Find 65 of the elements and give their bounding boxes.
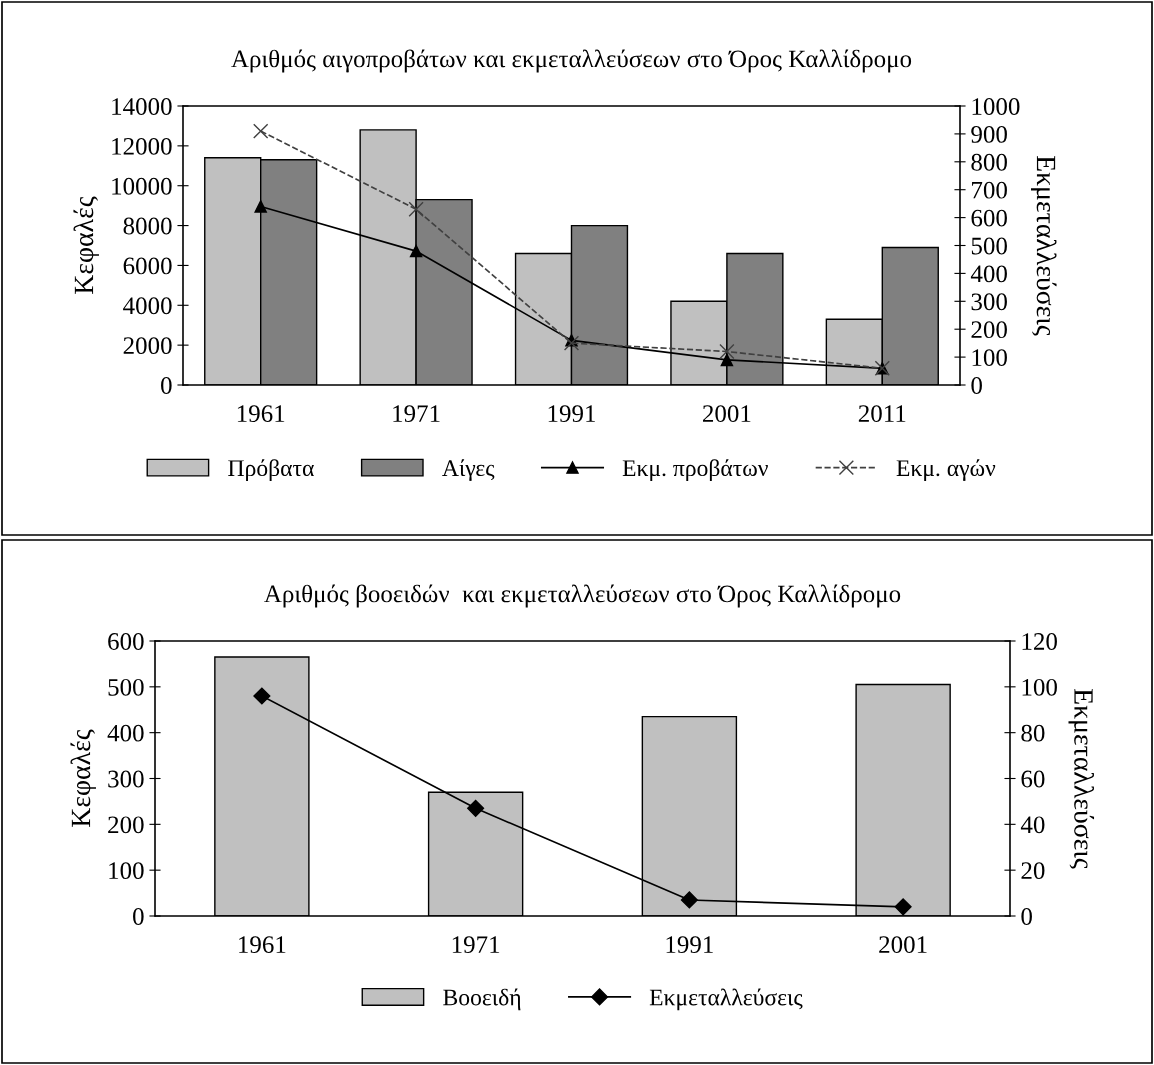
y-tick-label: 500: [108, 678, 144, 696]
y-tick-label: 6000: [123, 257, 172, 275]
y2-tick-label: 80: [1021, 724, 1045, 742]
point: [720, 353, 734, 367]
x-tick-label: 1971: [452, 936, 500, 954]
y2-tick-label: 500: [971, 237, 1007, 255]
chart-title: Αριθμός αιγοπροβάτων και εκμεταλλεύσεων στο Όρος Καλλίδρομο: [231, 49, 912, 73]
legend-label: Πρόβατα: [228, 459, 314, 481]
point: [253, 123, 269, 139]
chart-title: Αριθμός βοοειδών και εκμεταλλεύσεων στο Όρος Καλλίδρομο: [264, 584, 901, 608]
legend-label: Εκμ. αγών: [896, 459, 996, 481]
x-tick-label: 2011: [858, 405, 906, 423]
y-tick-label: 400: [107, 724, 144, 742]
point: [408, 201, 424, 217]
y-tick-label: 10000: [112, 177, 172, 195]
x-tick-label: 2001: [879, 936, 927, 954]
x-tick-label: 1961: [239, 936, 286, 954]
y2-tick-label: 700: [972, 181, 1007, 199]
y2-tick-label: 40: [1020, 816, 1045, 834]
y2-tick-label: 400: [970, 265, 1007, 283]
y2-tick-label: 100: [1022, 678, 1057, 696]
point: [719, 343, 735, 360]
y-tick-label: 0: [133, 908, 144, 925]
y-tick-label: 100: [109, 862, 144, 880]
y-tick-label: 14000: [112, 98, 172, 115]
y-axis-title: Κεφαλές: [73, 196, 99, 294]
point: [254, 200, 267, 213]
y-tick-label: 8000: [123, 217, 172, 235]
y2-axis-title: Εκμεταλλεύσεις: [1068, 688, 1095, 869]
x-tick-label: 1961: [237, 405, 285, 423]
y-tick-label: 200: [108, 816, 144, 834]
y2-tick-label: 20: [1021, 862, 1045, 880]
y-tick-label: 0: [161, 377, 172, 394]
point: [894, 898, 912, 916]
y-tick-label: 300: [108, 770, 144, 788]
legend-label: Βοοειδή: [443, 988, 521, 1011]
y2-tick-label: 300: [971, 293, 1007, 311]
y-tick-label: 4000: [123, 297, 172, 315]
y2-tick-label: 600: [971, 209, 1007, 227]
y2-tick-label: 60: [1021, 770, 1045, 788]
y2-tick-label: 800: [971, 153, 1007, 171]
y2-tick-label: 100: [972, 349, 1007, 367]
x-tick-label: 1971: [393, 405, 440, 423]
point: [253, 687, 271, 705]
y2-axis-title: Εκμεταλλεύσεις: [1031, 155, 1057, 336]
y2-tick-label: 1000: [972, 98, 1020, 115]
y2-tick-label: 200: [971, 321, 1007, 339]
legend-label: Εκμεταλλεύσεις: [649, 988, 803, 1011]
legend-label: Εκμ. προβάτων: [622, 459, 768, 481]
point: [563, 335, 580, 351]
y2-tick-label: 0: [1021, 908, 1032, 925]
y2-tick-label: 0: [971, 377, 982, 394]
y-axis-title: Κεφαλές: [70, 729, 96, 827]
y2-tick-label: 900: [971, 125, 1007, 143]
x-tick-label: 2001: [703, 405, 751, 423]
y-tick-label: 12000: [112, 137, 172, 155]
point: [409, 244, 423, 258]
y-tick-label: 600: [108, 633, 144, 650]
legend-label: Αίγες: [442, 459, 495, 481]
x-tick-label: 1991: [666, 936, 713, 954]
point: [680, 891, 698, 909]
point: [467, 799, 485, 817]
x-tick-label: 1991: [548, 405, 595, 423]
y-tick-label: 2000: [123, 337, 172, 355]
y2-tick-label: 120: [1022, 633, 1057, 650]
